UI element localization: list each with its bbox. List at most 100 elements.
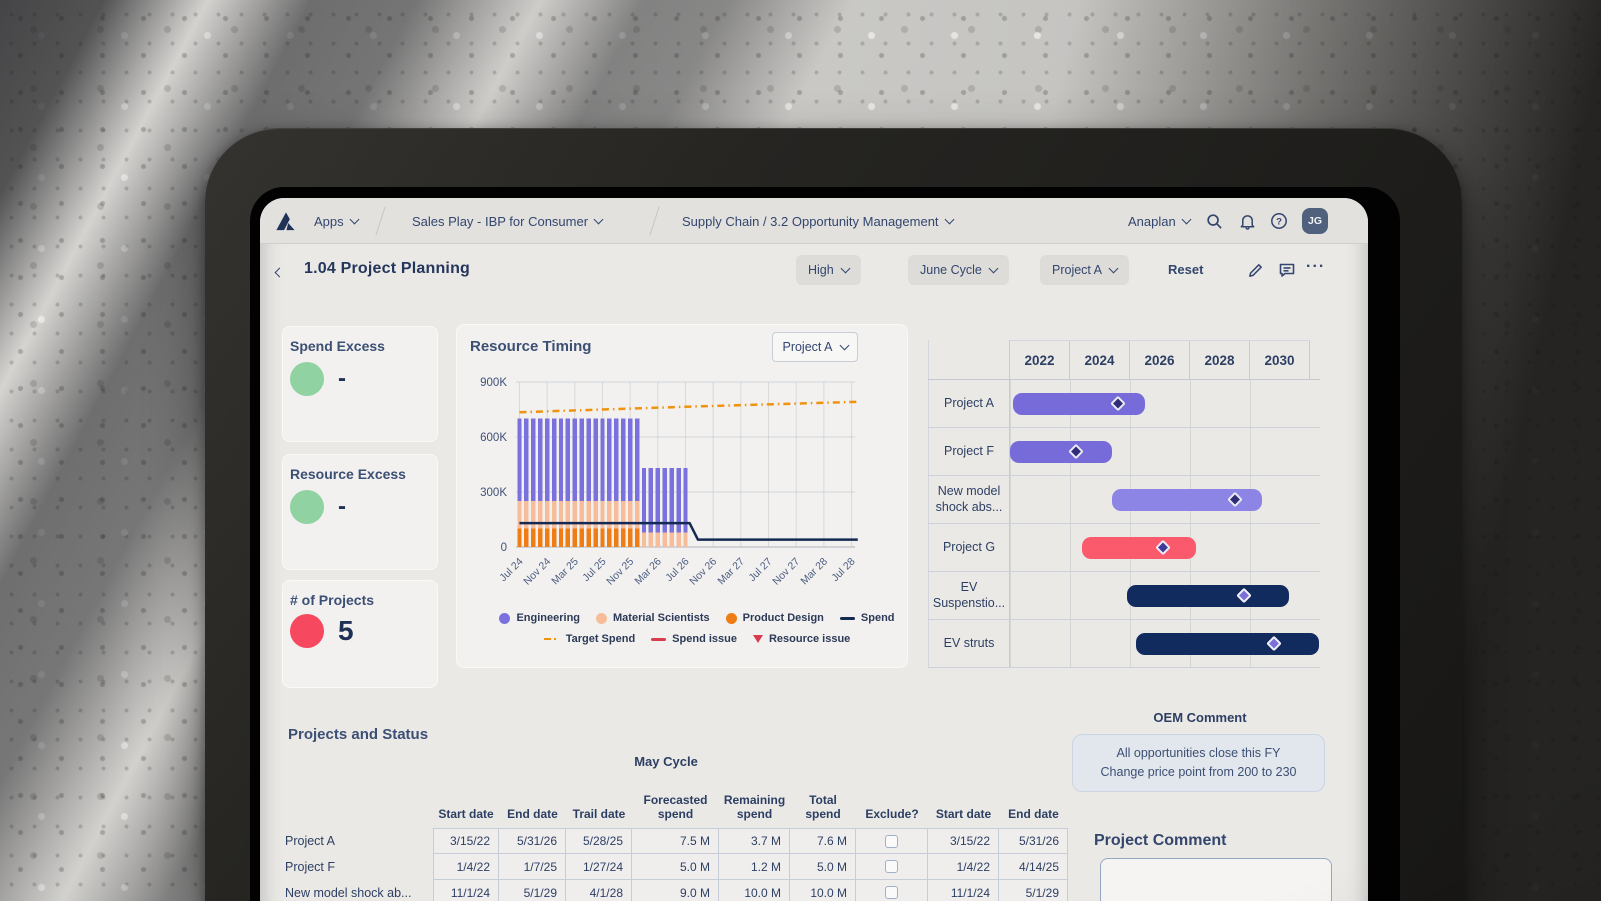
exclude-checkbox[interactable]	[885, 860, 898, 873]
priority-dropdown[interactable]: High	[796, 255, 861, 285]
table-cell: 7.6 M	[790, 828, 856, 854]
project-dropdown[interactable]: Project A	[1040, 255, 1130, 285]
bar-segment-engineering	[593, 418, 598, 502]
table-cell: 5.0 M	[790, 854, 856, 880]
gantt-row: EV Suspenstio...	[928, 572, 1320, 620]
bar-segment-material-scientists	[524, 501, 529, 529]
gantt-row: Project F	[928, 428, 1320, 476]
bar-segment-engineering	[669, 468, 674, 533]
table-row-label: New model shock ab...	[285, 880, 433, 901]
gantt-year-label: 2028	[1190, 341, 1250, 379]
bar-segment-engineering	[586, 418, 591, 502]
legend-label: Spend issue	[672, 633, 737, 645]
table-cell: 4/1/28	[566, 880, 632, 901]
resource-timing-title: Resource Timing	[470, 338, 591, 355]
comment-bubble-icon[interactable]	[1277, 260, 1297, 280]
gantt-row-label: New model shock abs...	[928, 476, 1010, 523]
nav-workspace-label: Sales Play - IBP for Consumer	[412, 214, 588, 229]
reset-button[interactable]: Reset	[1168, 262, 1203, 277]
anaplan-logo-icon[interactable]	[274, 198, 297, 244]
chart-project-dropdown-value: Project A	[782, 340, 832, 354]
legend-label: Engineering	[516, 612, 580, 624]
table-cell: 5.0 M	[632, 854, 719, 880]
bar-segment-material-scientists	[586, 501, 591, 529]
table-column-header: Forecasted spend	[632, 788, 719, 828]
exclude-checkbox[interactable]	[885, 834, 898, 848]
nav-tenant-menu[interactable]: Anaplan	[1128, 198, 1192, 244]
more-options-icon[interactable]: ...	[1306, 254, 1325, 272]
project-comment-input[interactable]	[1100, 858, 1332, 901]
bar-segment-product-design	[551, 528, 557, 547]
bar-segment-material-scientists	[634, 501, 640, 529]
user-avatar[interactable]: JG	[1302, 208, 1328, 234]
search-icon[interactable]	[1202, 209, 1226, 233]
bar-segment-product-design	[538, 528, 543, 547]
gantt-row-timeline	[1010, 572, 1310, 619]
bar-segment-material-scientists	[683, 532, 688, 547]
bar-segment-product-design	[607, 528, 612, 547]
gantt-row-timeline	[1010, 380, 1310, 427]
gantt-bar[interactable]	[1112, 489, 1262, 511]
y-tick-label: 0	[501, 542, 507, 554]
legend-item: Resource issue	[752, 633, 850, 645]
y-tick-label: 300K	[480, 487, 507, 499]
gantt-chart: 20222024202620282030 Project AProject FN…	[928, 340, 1320, 668]
bar-segment-material-scientists	[572, 501, 578, 529]
cycle-dropdown[interactable]: June Cycle	[908, 255, 1009, 285]
kpi-row: -	[290, 490, 346, 524]
table-cell	[856, 854, 928, 880]
table-cell: 5/1/29	[499, 880, 566, 901]
gantt-bar[interactable]	[1010, 441, 1112, 463]
gantt-bar[interactable]	[1127, 585, 1289, 607]
bar-segment-engineering	[634, 418, 640, 502]
projects-table: Start dateEnd dateTrail dateForecasted s…	[285, 788, 1068, 901]
gantt-row-timeline	[1010, 620, 1319, 667]
projects-status-title: Projects and Status	[288, 726, 428, 743]
oem-comment-line: All opportunities close this FY	[1117, 744, 1281, 763]
legend-item: Product Design	[725, 612, 824, 624]
nav-apps-menu[interactable]: Apps	[314, 198, 360, 244]
gantt-rows: Project AProject FNew model shock abs...…	[928, 380, 1320, 668]
bar-segment-material-scientists	[621, 501, 626, 529]
bar-segment-engineering	[572, 418, 578, 502]
legend-dot-icon	[499, 612, 511, 624]
gantt-row: New model shock abs...	[928, 476, 1320, 524]
nav-page-menu[interactable]: Supply Chain / 3.2 Opportunity Managemen…	[682, 198, 954, 244]
help-icon[interactable]: ?	[1267, 209, 1291, 233]
bar-segment-engineering	[600, 418, 605, 502]
nav-workspace-menu[interactable]: Sales Play - IBP for Consumer	[412, 198, 604, 244]
kpi-value: -	[338, 365, 346, 393]
bar-segment-engineering	[517, 418, 522, 502]
notifications-bell-icon[interactable]	[1235, 209, 1259, 233]
table-cell	[856, 828, 928, 854]
project-comment-title: Project Comment	[1094, 832, 1226, 850]
legend-label: Target Spend	[566, 633, 635, 645]
exclude-checkbox[interactable]	[885, 886, 898, 899]
bar-segment-product-design	[524, 528, 529, 547]
bar-segment-engineering	[538, 418, 543, 502]
table-cell: 10.0 M	[719, 880, 790, 901]
table-cell: 3/15/22	[433, 828, 499, 854]
kpi-label: Resource Excess	[290, 466, 406, 482]
bar-segment-material-scientists	[544, 501, 550, 529]
gantt-row-label: Project A	[928, 380, 1010, 427]
chart-project-dropdown[interactable]: Project A	[772, 332, 858, 362]
legend-line-icon	[839, 616, 855, 620]
bar-segment-engineering	[655, 468, 661, 533]
table-group-header: May Cycle	[566, 754, 766, 769]
nav-apps-label: Apps	[314, 214, 344, 229]
bar-segment-product-design	[634, 528, 640, 547]
edit-pencil-icon[interactable]	[1245, 260, 1265, 280]
app-screen: Apps Sales Play - IBP for Consumer Suppl…	[260, 198, 1368, 901]
bar-segment-material-scientists	[607, 501, 612, 529]
bar-segment-product-design	[600, 528, 605, 547]
gantt-bar[interactable]	[1082, 537, 1196, 559]
table-row-label: Project F	[285, 854, 433, 880]
y-tick-label: 600K	[480, 432, 507, 444]
gantt-bar[interactable]	[1012, 393, 1145, 415]
bar-segment-engineering	[579, 418, 584, 502]
status-circle-red	[290, 614, 324, 648]
gantt-row: Project A	[928, 380, 1320, 428]
